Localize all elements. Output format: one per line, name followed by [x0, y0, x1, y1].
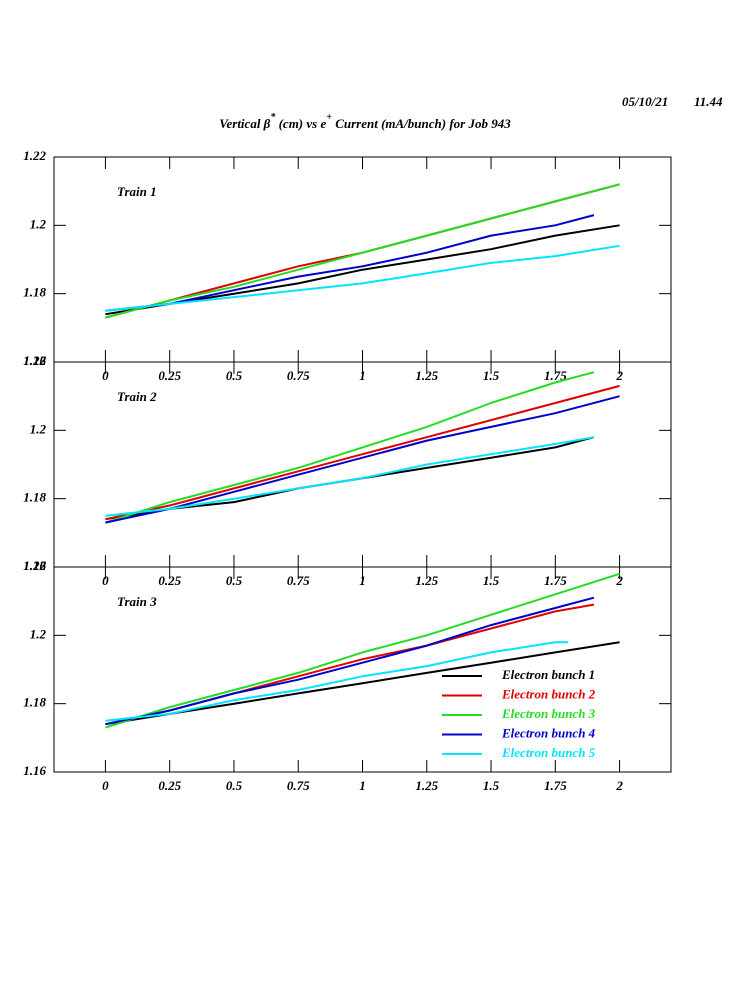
y-tick-label: 1.16 [23, 353, 46, 368]
x-tick-label: 1.5 [483, 778, 500, 793]
x-tick-label: 0.75 [287, 778, 310, 793]
chart-title: Vertical β* (cm) vs e+ Current (mA/bunch… [219, 112, 511, 131]
x-tick-label: 1.75 [544, 778, 567, 793]
x-tick-label: 0.5 [226, 573, 243, 588]
x-tick-label: 1.5 [483, 368, 500, 383]
x-tick-label: 1.75 [544, 368, 567, 383]
legend-label: Electron bunch 5 [501, 745, 596, 760]
x-tick-label: 1.75 [544, 573, 567, 588]
title-part: Vertical β [219, 116, 270, 131]
y-tick-label: 1.22 [23, 148, 46, 163]
x-tick-label: 1 [359, 368, 366, 383]
panel-label: Train 2 [117, 389, 157, 404]
x-tick-label: 1.25 [415, 573, 438, 588]
series-line [105, 436, 595, 517]
series-line [105, 641, 569, 722]
legend-label: Electron bunch 2 [501, 686, 596, 701]
x-tick-label: 1 [359, 778, 366, 793]
x-tick-label: 1.5 [483, 573, 500, 588]
x-tick-label: 0.25 [158, 368, 181, 383]
title-sup: * [270, 112, 276, 123]
x-tick-label: 0 [102, 573, 109, 588]
x-tick-label: 1.25 [415, 368, 438, 383]
x-tick-label: 0.75 [287, 368, 310, 383]
date: 05/10/21 [622, 94, 668, 109]
legend-label: Electron bunch 4 [501, 725, 596, 740]
series-line [105, 641, 620, 726]
y-tick-label: 1.2 [30, 626, 47, 641]
series-line [105, 384, 620, 521]
series-line [105, 214, 595, 312]
title-part: Current (mA/bunch) for Job 943 [332, 116, 511, 131]
y-tick-label: 1.22 [23, 558, 46, 573]
x-tick-label: 2 [615, 778, 623, 793]
y-tick-label: 1.2 [30, 216, 47, 231]
y-tick-label: 1.18 [23, 490, 46, 505]
legend-label: Electron bunch 3 [501, 706, 596, 721]
series-line [105, 183, 620, 319]
y-tick-label: 1.16 [23, 558, 46, 573]
x-tick-label: 0.75 [287, 573, 310, 588]
x-tick-label: 0.5 [226, 778, 243, 793]
y-tick-label: 1.2 [30, 421, 47, 436]
x-tick-label: 0.25 [158, 778, 181, 793]
x-tick-label: 0 [102, 368, 109, 383]
legend-label: Electron bunch 1 [501, 667, 595, 682]
panel-label: Train 1 [117, 184, 157, 199]
x-tick-label: 0.5 [226, 368, 243, 383]
y-tick-label: 1.22 [23, 353, 46, 368]
y-tick-label: 1.18 [23, 285, 46, 300]
x-tick-label: 2 [615, 368, 623, 383]
series-line [105, 596, 595, 726]
y-tick-label: 1.18 [23, 695, 46, 710]
panel-label: Train 3 [117, 594, 157, 609]
time: 11.44 [694, 94, 723, 109]
series-line [105, 371, 595, 524]
title-sup: + [326, 112, 332, 123]
title-part: (cm) vs e [275, 116, 326, 131]
x-tick-label: 2 [615, 573, 623, 588]
x-tick-label: 1.25 [415, 778, 438, 793]
y-tick-label: 1.16 [23, 763, 46, 778]
series-line [105, 395, 620, 524]
x-tick-label: 1 [359, 573, 366, 588]
series-line [105, 572, 620, 729]
series-line [105, 244, 620, 312]
series-line [105, 224, 620, 316]
x-tick-label: 0.25 [158, 573, 181, 588]
x-tick-label: 0 [102, 778, 109, 793]
